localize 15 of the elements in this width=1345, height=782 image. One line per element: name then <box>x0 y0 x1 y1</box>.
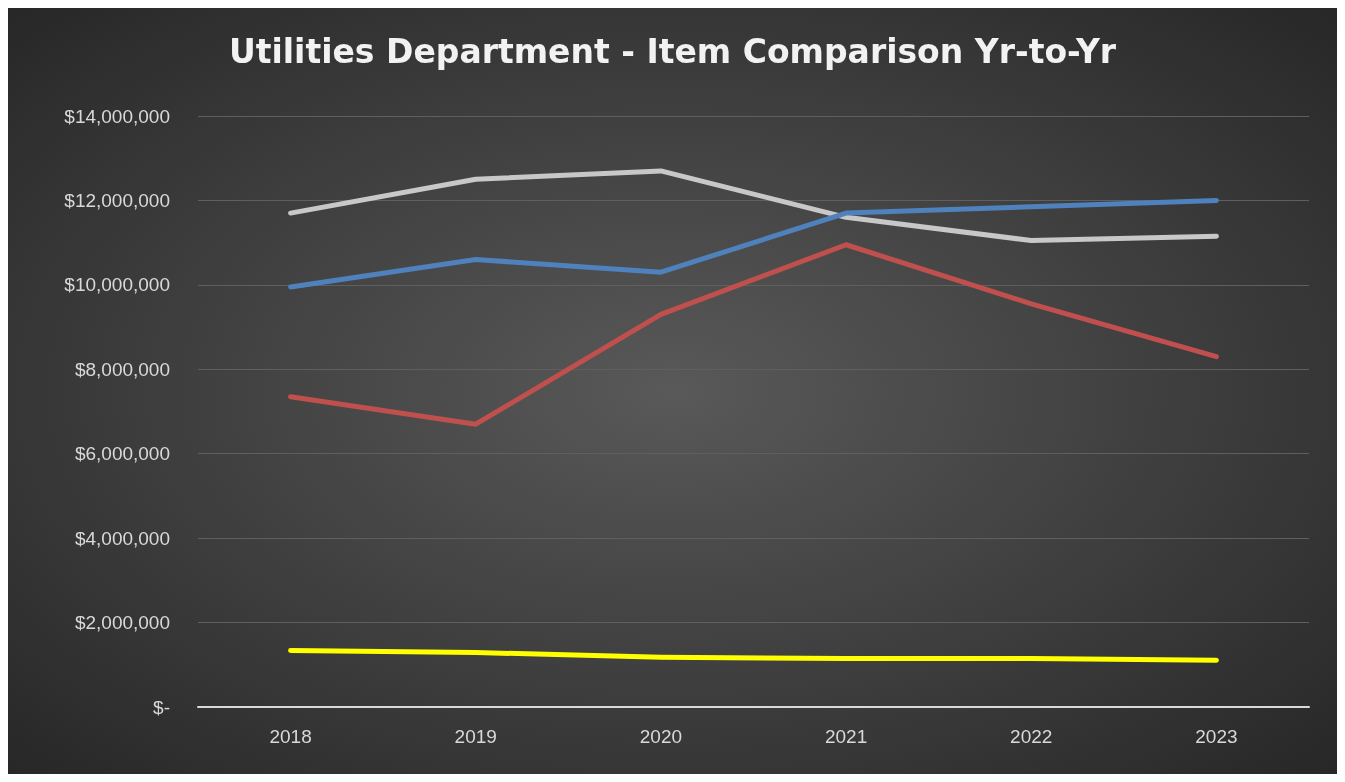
y-tick-label: $2,000,000 <box>74 612 170 634</box>
x-tick-label: 2021 <box>824 726 868 747</box>
y-tick-label: $14,000,000 <box>64 105 170 127</box>
y-tick-label: $10,000,000 <box>64 274 170 296</box>
chart-title: Utilities Department - Item Comparison Yr-to-Yr <box>228 32 1117 71</box>
y-tick-label: $6,000,000 <box>74 443 170 465</box>
x-tick-label: 2022 <box>1010 726 1053 747</box>
y-tick-label: $8,000,000 <box>74 358 170 380</box>
x-tick-label: 2023 <box>1195 726 1238 747</box>
x-tick-label: 2018 <box>269 726 312 747</box>
y-tick-label: $12,000,000 <box>64 189 170 211</box>
y-tick-label: $4,000,000 <box>74 527 170 549</box>
x-tick-label: 2019 <box>454 726 497 747</box>
y-tick-label: $- <box>153 696 170 718</box>
x-tick-label: 2020 <box>639 726 683 747</box>
